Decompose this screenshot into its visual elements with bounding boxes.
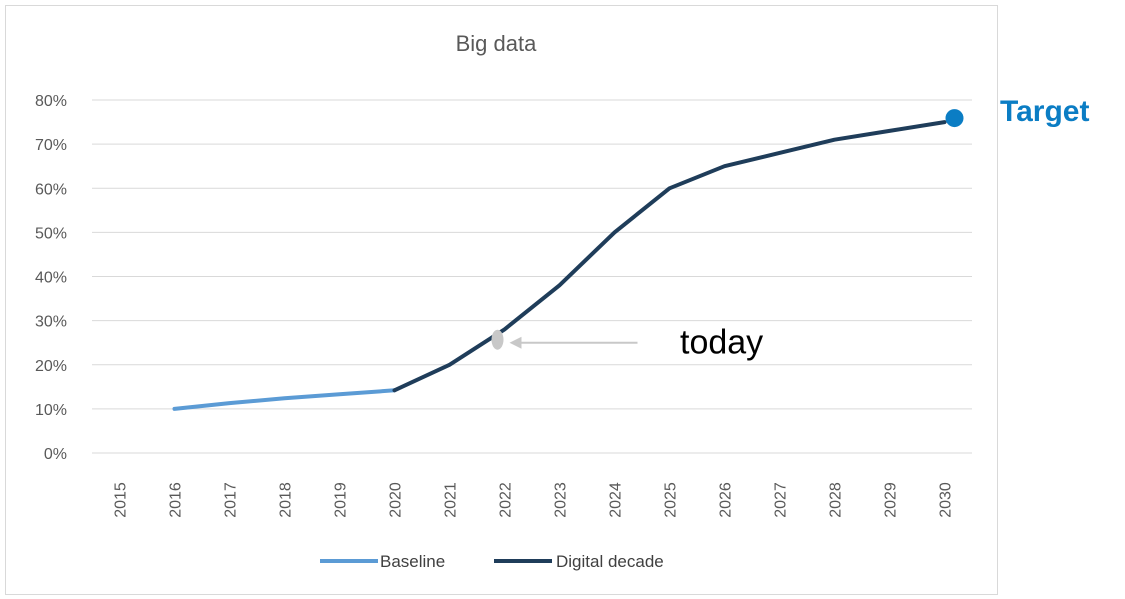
y-tick-label: 60% [35, 181, 67, 198]
series-line-baseline [172, 388, 397, 411]
chart-title: Big data [456, 31, 537, 56]
x-axis-ticks: 2015 2016 2017 2018 2019 2020 2021 2022 2023 2024… [113, 482, 955, 518]
x-tick-label: 2016 [168, 482, 185, 518]
x-tick-label: 2027 [773, 482, 790, 518]
x-tick-label: 2017 [223, 482, 240, 518]
target-annotation: Target [945, 95, 1089, 128]
x-tick-label: 2018 [278, 482, 295, 518]
chart-frame [5, 5, 998, 595]
y-tick-label: 20% [35, 358, 67, 375]
target-label: Target [1000, 95, 1089, 128]
x-tick-label: 2028 [828, 482, 845, 518]
y-tick-label: 30% [35, 314, 67, 331]
x-tick-label: 2022 [498, 482, 515, 518]
y-axis-ticks: 0% 10% 20% 30% 40% 50% 60% 70% 80% [35, 93, 67, 463]
y-tick-label: 70% [35, 137, 67, 154]
legend: Baseline Digital decade [320, 552, 664, 571]
series-line-digital-decade [392, 120, 947, 393]
y-tick-label: 10% [35, 402, 67, 419]
gridlines [92, 99, 972, 454]
x-tick-label: 2029 [883, 482, 900, 518]
x-tick-label: 2023 [553, 482, 570, 518]
legend-label: Digital decade [556, 552, 664, 571]
today-annotation: today [491, 324, 763, 362]
today-arrowhead [509, 336, 522, 349]
x-tick-label: 2020 [388, 482, 405, 518]
today-label: today [680, 324, 763, 362]
today-marker [491, 329, 504, 350]
x-tick-label: 2030 [938, 482, 955, 518]
x-tick-label: 2015 [113, 482, 130, 518]
y-tick-label: 40% [35, 270, 67, 287]
y-tick-label: 0% [44, 446, 67, 463]
x-tick-label: 2026 [718, 482, 735, 518]
x-tick-label: 2025 [663, 482, 680, 518]
series-lines [172, 120, 947, 411]
x-tick-label: 2021 [443, 482, 460, 518]
x-tick-label: 2024 [608, 482, 625, 518]
target-marker [945, 109, 964, 128]
y-tick-label: 80% [35, 93, 67, 110]
x-tick-label: 2019 [333, 482, 350, 518]
y-tick-label: 50% [35, 225, 67, 242]
legend-label: Baseline [380, 552, 445, 571]
